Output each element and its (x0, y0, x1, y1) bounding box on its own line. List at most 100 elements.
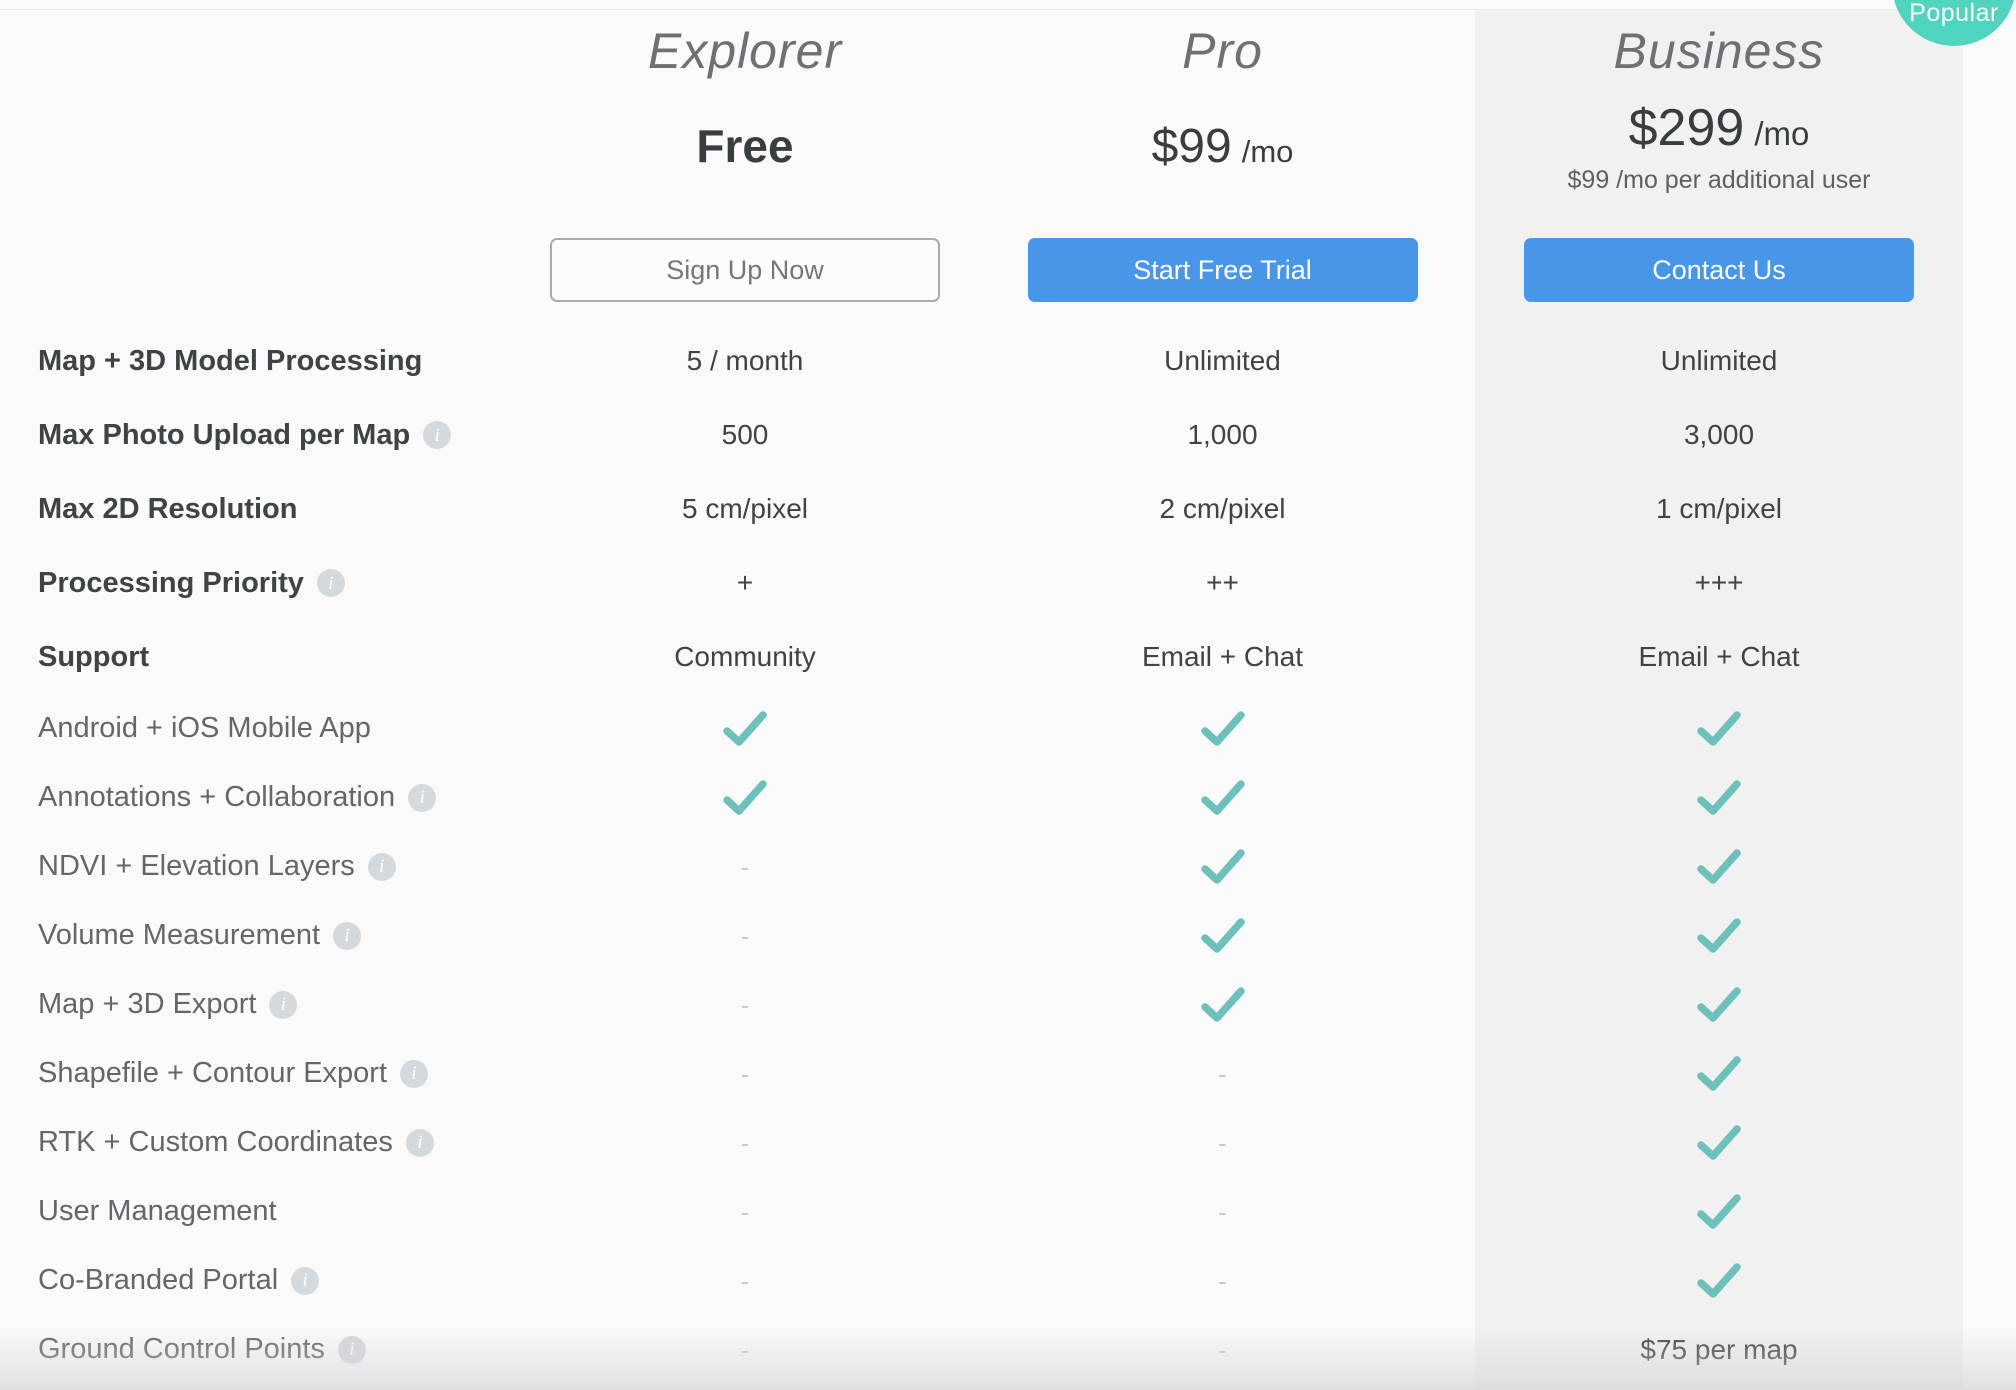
dash-placeholder: - (1218, 1334, 1227, 1365)
plan-name: Explorer (647, 23, 843, 79)
feature-row: RTK + Custom Coordinates i - - (0, 1108, 2016, 1177)
check-icon (723, 779, 767, 815)
explorer-value-cell: + (736, 567, 754, 598)
info-icon[interactable]: i (316, 569, 345, 597)
check-icon (1697, 848, 1741, 884)
pro-value-cell (970, 986, 1475, 1024)
check-icon (1697, 986, 1741, 1022)
pro-value-cell: Unlimited (1164, 345, 1281, 376)
check-icon (1697, 917, 1741, 953)
plan-price-period: /mo (1754, 114, 1810, 152)
plan-price-period: /mo (1241, 133, 1294, 169)
business-column-highlight (1475, 0, 1963, 1390)
explorer-value-cell: - (520, 1130, 970, 1156)
explorer-value-cell (520, 710, 970, 748)
feature-row: User Management - - (0, 1177, 2016, 1246)
dash-placeholder: - (740, 920, 750, 951)
explorer-value-cell (520, 779, 970, 817)
plan-price-area: $99 /mo (1152, 82, 1294, 210)
contact-us-button[interactable]: Contact Us (1524, 238, 1914, 302)
info-icon[interactable]: i (333, 921, 362, 950)
feature-row: Co-Branded Portal i - - (0, 1246, 2016, 1315)
check-icon (1697, 1055, 1741, 1091)
business-value-cell: Email + Chat (1638, 641, 1800, 672)
check-icon (1200, 986, 1245, 1022)
feature-label: Annotations + Collaboration (38, 781, 396, 813)
feature-label: User Management (38, 1195, 277, 1227)
feature-row: Ground Control Points i - - $75 per map (0, 1315, 2016, 1384)
dash-placeholder: - (740, 1196, 750, 1227)
info-icon[interactable]: i (337, 1335, 366, 1364)
header-spacer (0, 0, 520, 324)
feature-label: NDVI + Elevation Layers (38, 850, 355, 882)
check-icon (1200, 848, 1245, 884)
check-icon (1697, 710, 1741, 746)
plan-price: Free (696, 120, 794, 172)
business-value-cell (1475, 779, 1963, 817)
section-top-border (0, 0, 2016, 10)
dash-placeholder: - (740, 1334, 750, 1365)
business-value-cell: 1 cm/pixel (1655, 493, 1783, 524)
info-icon[interactable]: i (367, 852, 396, 881)
info-icon[interactable]: i (400, 1059, 429, 1088)
info-icon[interactable]: i (269, 990, 298, 1019)
check-icon (1200, 710, 1245, 746)
plan-price-area: $299 /mo $99 /mo per additional user (1568, 82, 1871, 210)
feature-row: Max Photo Upload per Map i 500 1,000 3,0… (0, 398, 2016, 472)
feature-label: Android + iOS Mobile App (38, 712, 371, 744)
feature-label: Ground Control Points (38, 1333, 325, 1365)
plan-column-explorer: Explorer Free Sign Up Now (520, 0, 970, 324)
plan-price-subnote: $99 /mo per additional user (1567, 165, 1871, 194)
info-icon[interactable]: i (291, 1266, 320, 1295)
check-icon (1200, 917, 1245, 953)
pro-value-cell (970, 848, 1475, 886)
plan-column-pro: Pro $99 /mo Start Free Trial (970, 0, 1475, 324)
sign-up-button[interactable]: Sign Up Now (550, 238, 940, 302)
business-value-cell: 3,000 (1683, 419, 1755, 450)
pro-value-cell (970, 917, 1475, 955)
check-icon (1697, 1262, 1741, 1298)
check-icon (1697, 1193, 1741, 1229)
feature-row: Max 2D Resolution 5 cm/pixel 2 cm/pixel … (0, 472, 2016, 546)
business-value-cell (1475, 1055, 1963, 1093)
plan-name: Pro (1182, 23, 1263, 79)
feature-row: Volume Measurement i - (0, 901, 2016, 970)
plan-name: Business (1613, 23, 1825, 79)
feature-row: NDVI + Elevation Layers i - (0, 832, 2016, 901)
explorer-value-cell: - (520, 992, 970, 1018)
dash-placeholder: - (1218, 1265, 1227, 1296)
feature-row: Support Community Email + Chat Email + C… (0, 620, 2016, 694)
plan-price: $299 (1628, 98, 1745, 157)
feature-label: Co-Branded Portal (38, 1264, 279, 1296)
business-value-cell (1475, 1124, 1963, 1162)
plan-column-business: Business $299 /mo $99 /mo per additional… (1475, 0, 1963, 324)
check-icon (1697, 779, 1741, 815)
start-free-trial-button[interactable]: Start Free Trial (1027, 238, 1418, 302)
feature-row: Annotations + Collaboration i (0, 763, 2016, 832)
pro-value-cell: Email + Chat (1141, 641, 1304, 672)
explorer-value-cell: 5 cm/pixel (681, 493, 809, 524)
explorer-value-cell: Community (674, 641, 816, 672)
feature-row: Map + 3D Export i - (0, 970, 2016, 1039)
pro-value-cell: - (970, 1268, 1475, 1294)
explorer-value-cell: - (520, 1061, 970, 1087)
check-icon (723, 710, 767, 746)
plan-price-area: Free (696, 82, 793, 210)
feature-row: Map + 3D Model Processing 5 / month Unli… (0, 324, 2016, 398)
dash-placeholder: - (740, 1058, 750, 1089)
dash-placeholder: - (740, 1127, 750, 1158)
feature-label: Shapefile + Contour Export (38, 1057, 388, 1089)
dash-placeholder: - (1218, 1058, 1227, 1089)
pro-value-cell (970, 710, 1475, 748)
info-icon[interactable]: i (423, 421, 452, 449)
dash-placeholder: - (740, 989, 750, 1020)
dash-placeholder: - (1218, 1127, 1227, 1158)
explorer-value-cell: - (520, 1337, 970, 1363)
feature-row: Processing Priority i + ++ +++ (0, 546, 2016, 620)
explorer-value-cell: 5 / month (686, 345, 804, 376)
dash-placeholder: - (740, 1265, 750, 1296)
info-icon[interactable]: i (405, 1128, 434, 1157)
info-icon[interactable]: i (408, 783, 437, 812)
explorer-value-cell: - (520, 1268, 970, 1294)
